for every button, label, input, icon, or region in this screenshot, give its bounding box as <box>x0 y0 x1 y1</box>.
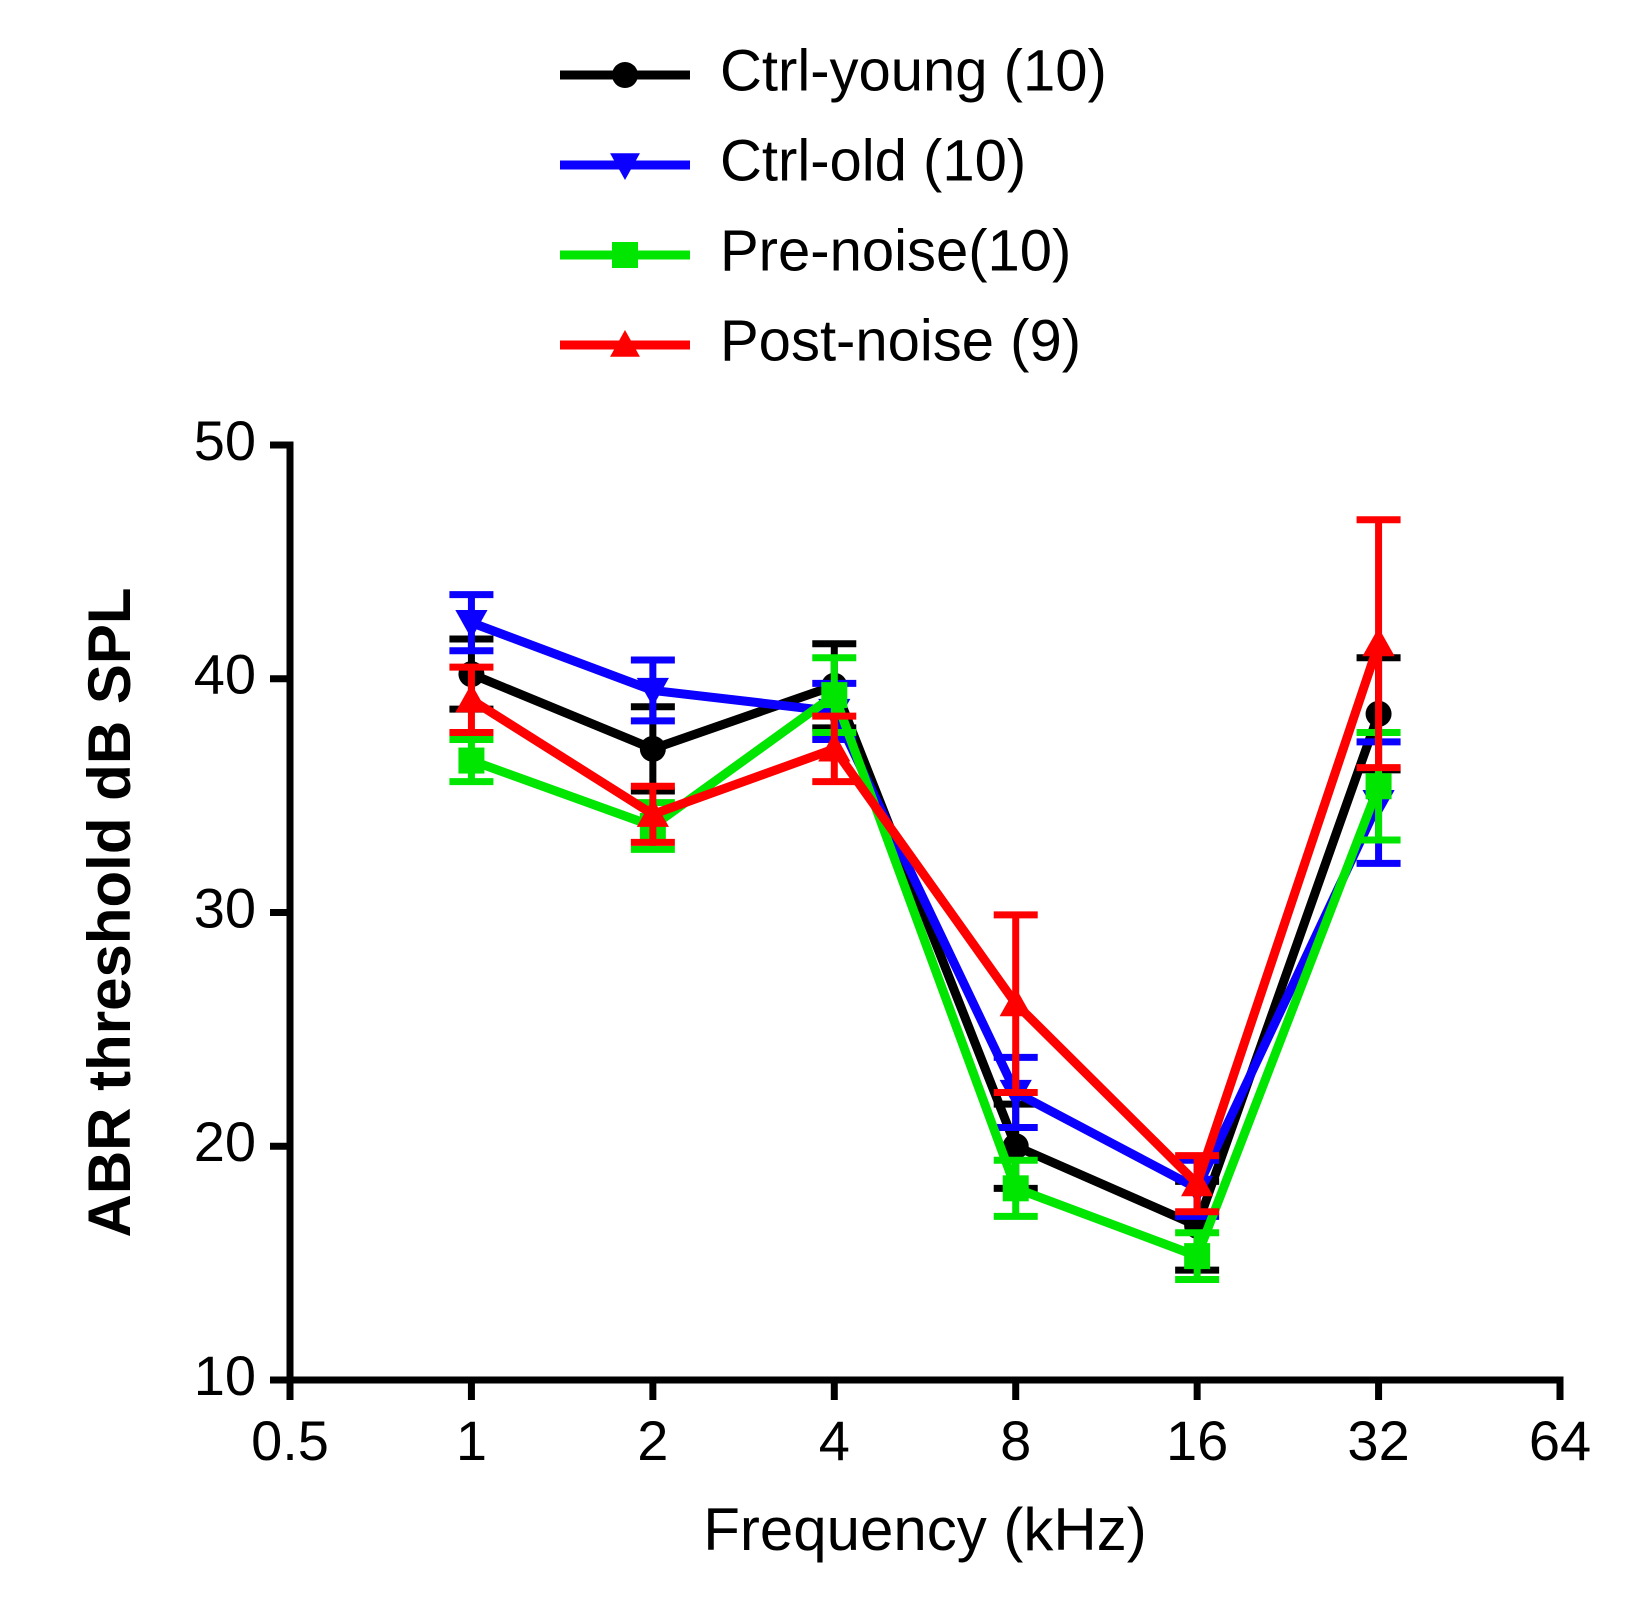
y-tick-label: 40 <box>194 643 256 706</box>
marker-square <box>458 748 484 774</box>
x-axis-label: Frequency (kHz) <box>703 1496 1146 1563</box>
series-group <box>449 658 1400 1280</box>
series-line <box>471 695 1378 1256</box>
marker-square <box>1003 1175 1029 1201</box>
x-tick-label: 16 <box>1166 1409 1228 1472</box>
chart-container: 10 20 30 40 50 0.5 1 2 4 8 16 32 64 Frequency (kHz) AB… <box>0 0 1633 1603</box>
legend: Ctrl-young (10) Ctrl-old (10) Pre-noise(10… <box>560 38 1107 373</box>
y-axis-label: ABR threshold dB SPL <box>76 587 143 1237</box>
chart-svg: 10 20 30 40 50 0.5 1 2 4 8 16 32 64 Frequency (kHz) AB… <box>0 0 1633 1603</box>
y-tick-label: 30 <box>194 876 256 939</box>
x-tick-label: 1 <box>456 1409 487 1472</box>
marker-square <box>612 242 638 268</box>
x-tick-label: 64 <box>1529 1409 1591 1472</box>
marker-triangle-up <box>1362 628 1394 657</box>
marker-square <box>1184 1243 1210 1269</box>
marker-square <box>821 682 847 708</box>
x-tick-label: 32 <box>1347 1409 1409 1472</box>
y-tick-label: 10 <box>194 1344 256 1407</box>
y-tick-label: 50 <box>194 409 256 472</box>
y-tick-label: 20 <box>194 1110 256 1173</box>
legend-label: Ctrl-old (10) <box>720 128 1026 193</box>
legend-label: Ctrl-young (10) <box>720 38 1107 103</box>
x-tick-label: 2 <box>637 1409 668 1472</box>
x-tick-label: 4 <box>819 1409 850 1472</box>
marker-square <box>1366 773 1392 799</box>
series-group <box>449 595 1400 1217</box>
x-tick-label: 8 <box>1000 1409 1031 1472</box>
marker-triangle-up <box>455 684 487 713</box>
marker-circle <box>612 62 638 88</box>
marker-circle <box>640 736 666 762</box>
legend-label: Post-noise (9) <box>720 308 1081 373</box>
x-tick-label: 0.5 <box>251 1409 329 1472</box>
legend-label: Pre-noise(10) <box>720 218 1071 283</box>
